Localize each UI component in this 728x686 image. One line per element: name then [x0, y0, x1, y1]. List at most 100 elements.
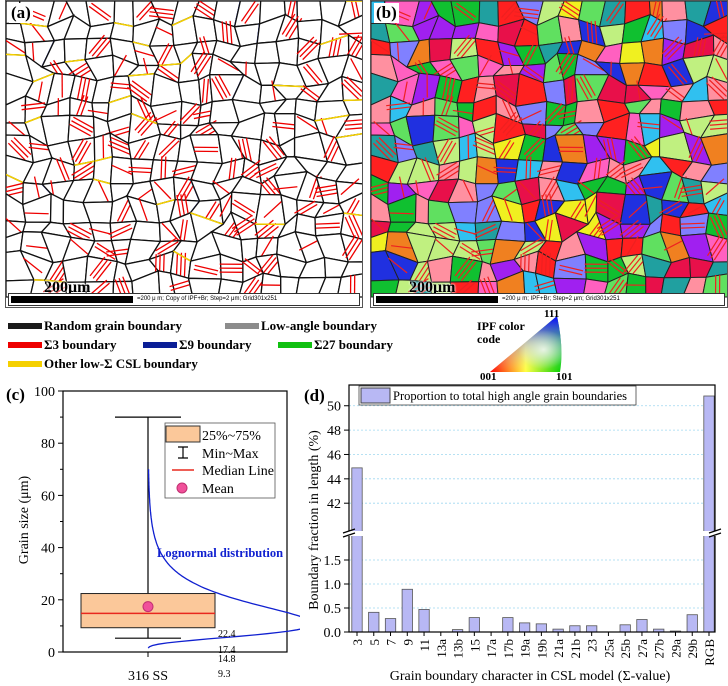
twin-band — [680, 188, 705, 194]
twin-boundary — [149, 11, 174, 16]
twin-band — [596, 214, 618, 230]
legend-sigma9-boundary: Σ9 boundary — [143, 337, 251, 353]
twin-band — [433, 226, 455, 239]
csl-boundary — [24, 115, 42, 124]
twin-band — [441, 76, 448, 101]
x-tick-label: 27b — [652, 639, 667, 659]
twin-boundary — [58, 1, 68, 20]
twin-boundary — [22, 257, 43, 274]
twin-band — [476, 164, 500, 176]
twin-boundary — [113, 54, 127, 77]
twin-band — [544, 219, 549, 244]
twin-boundary — [346, 76, 362, 93]
twin-boundary — [296, 115, 318, 131]
twin-band — [601, 221, 622, 236]
twin-boundary — [154, 110, 177, 122]
twin-band — [636, 80, 642, 105]
bar-19a — [519, 622, 531, 633]
twin-band — [638, 186, 663, 190]
twin-boundary — [107, 144, 131, 155]
twin-boundary — [33, 176, 41, 201]
twin-band — [520, 237, 542, 252]
twin-band — [583, 74, 596, 96]
twin-boundary — [190, 51, 205, 73]
grain — [253, 41, 281, 65]
twin-boundary — [94, 39, 112, 60]
twin-boundary — [225, 21, 229, 46]
twin-band — [408, 278, 429, 293]
twin-band — [386, 106, 411, 111]
legend-label-mean: Mean — [202, 482, 234, 497]
legend-swatch-bar — [360, 387, 391, 404]
bar-5 — [368, 611, 380, 633]
twin-boundary — [175, 252, 179, 277]
twin-band — [371, 217, 389, 235]
twin-band — [663, 238, 686, 251]
twin-boundary — [153, 181, 172, 200]
x-tick-label: 13b — [451, 639, 466, 659]
twin-band — [499, 49, 523, 58]
twin-boundary — [73, 116, 95, 130]
twin-boundary — [94, 246, 116, 260]
twin-band — [461, 242, 483, 257]
twin-boundary — [96, 242, 118, 257]
twin-boundary — [116, 199, 129, 222]
twin-band — [579, 76, 593, 98]
twin-band — [667, 85, 688, 101]
twin-boundary — [159, 65, 181, 80]
twin-band — [680, 184, 705, 190]
twin-band — [492, 86, 513, 102]
twin-band — [680, 226, 705, 229]
twin-band — [558, 6, 580, 21]
twin-band — [566, 78, 570, 103]
grain-size-box-chart: (c) Grain size (μm) 316 SS 020406080100 … — [6, 385, 300, 684]
bar-19b — [535, 623, 547, 633]
csl-boundary — [343, 99, 362, 102]
twin-boundary — [344, 119, 362, 122]
csl-boundary — [272, 84, 307, 88]
twin-boundary — [315, 226, 340, 229]
twin-band — [525, 44, 538, 67]
twin-boundary — [6, 186, 27, 193]
twin-boundary — [134, 49, 158, 58]
twin-boundary — [348, 239, 362, 261]
twin-boundary — [176, 176, 190, 198]
twin-band — [433, 61, 455, 75]
grain — [640, 37, 665, 67]
twin-boundary — [127, 86, 148, 102]
twin-band — [493, 170, 518, 174]
csl-boundary — [190, 212, 224, 226]
value-label-mean: 17.4 — [218, 645, 236, 656]
csl-boundary-bar-chart: (d) Boundary fraction in length (%) Grai… — [304, 384, 723, 684]
twin-band — [718, 44, 727, 61]
twin-boundary — [59, 157, 70, 180]
y-tick-label: 46 — [327, 448, 341, 463]
twin-band — [705, 178, 725, 196]
twin-band — [711, 76, 727, 93]
twin-band — [709, 119, 727, 122]
twin-boundary — [89, 256, 106, 277]
y-tick-label: 50 — [327, 400, 341, 415]
twin-boundary — [211, 78, 224, 100]
grain — [712, 34, 727, 60]
twin-boundary — [78, 142, 92, 165]
x-tick-label: 27a — [635, 639, 650, 658]
twin-boundary — [157, 43, 170, 65]
y-axis-title: Grain size (μm) — [17, 475, 32, 564]
twin-boundary — [55, 158, 67, 182]
twin-boundary — [128, 166, 153, 170]
csl-boundary — [44, 279, 67, 284]
twin-boundary — [92, 259, 109, 279]
twin-boundary — [228, 157, 233, 182]
grain — [702, 14, 727, 45]
twin-band — [631, 177, 648, 197]
twin-boundary — [341, 82, 360, 100]
csl-boundary — [159, 63, 181, 67]
grain — [428, 38, 453, 63]
grain — [705, 261, 727, 278]
twin-boundary — [353, 44, 362, 61]
y-tick-label: 44 — [327, 473, 341, 488]
x-tick-label: 19a — [518, 639, 533, 658]
twin-band — [708, 79, 727, 97]
grain — [63, 37, 88, 63]
